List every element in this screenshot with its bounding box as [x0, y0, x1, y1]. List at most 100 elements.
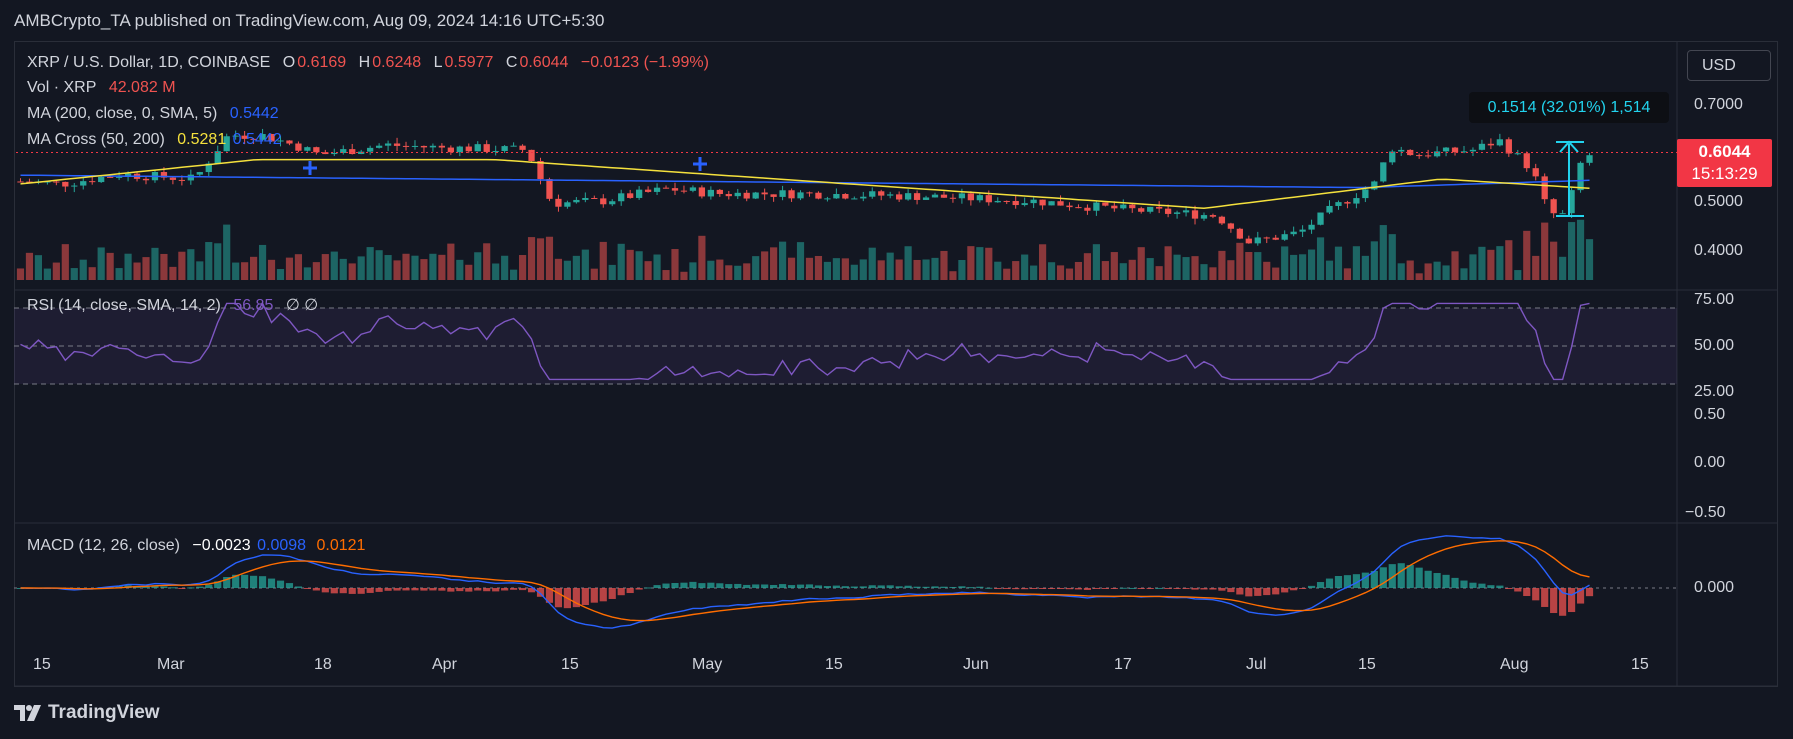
candle-body — [349, 149, 356, 155]
volume-bar — [1227, 260, 1235, 280]
volume-bar — [223, 224, 231, 280]
volume-bar — [1236, 242, 1244, 280]
macd-histogram-bar — [545, 588, 554, 603]
volume-bar — [958, 259, 966, 280]
macd-histogram-bar — [895, 586, 903, 588]
volume-bar — [142, 257, 150, 280]
volume-bar — [447, 243, 455, 280]
candle-body — [1568, 190, 1575, 214]
price-axis-tick: 0.7000 — [1694, 96, 1743, 113]
volume-bar — [590, 268, 598, 280]
candle-body — [1030, 199, 1037, 204]
rsi-line — [20, 301, 1590, 381]
volume-bar — [707, 260, 715, 280]
currency-label: USD — [1702, 56, 1736, 74]
symbol-title[interactable]: XRP / U.S. Dollar, 1D, COINBASE — [27, 54, 271, 71]
macd-histogram-bar — [904, 585, 912, 588]
candle-body — [537, 161, 544, 180]
candle-body — [1227, 223, 1235, 229]
volume-bar — [599, 241, 607, 280]
volume-bar — [1245, 252, 1253, 280]
candle-body — [1057, 201, 1064, 206]
volume-legend[interactable]: Vol · XRP 42.082 M — [27, 79, 178, 97]
rsi-legend[interactable]: RSI (14, close, SMA, 14, 2) 56.85 ∅ ∅ — [27, 295, 320, 315]
macd-histogram-bar — [1003, 588, 1011, 589]
macross-value-50: 0.5281 — [177, 131, 227, 148]
candle-body — [259, 134, 266, 140]
candle-body — [591, 198, 598, 200]
volume-bar — [572, 255, 580, 280]
candle-body — [689, 187, 697, 191]
candle-body — [1003, 200, 1010, 202]
candle-body — [1120, 204, 1127, 209]
candle-body — [940, 194, 948, 198]
volume-bar — [465, 264, 473, 280]
volume-bar — [196, 261, 204, 280]
volume-bar — [1460, 268, 1468, 280]
volume-bar — [554, 258, 563, 280]
change-value: −0.0123 (−1.99%) — [580, 54, 709, 71]
macd-histogram-bar — [1585, 588, 1594, 597]
candle-body — [1460, 151, 1468, 153]
macd-histogram-bar — [608, 588, 616, 599]
volume-bar — [1487, 249, 1495, 280]
volume-bar — [88, 267, 96, 280]
tradingview-logo[interactable]: TradingView — [14, 702, 160, 724]
macd-histogram-bar — [1433, 573, 1441, 588]
candle-body — [958, 193, 966, 199]
volume-bar — [1559, 256, 1567, 280]
macd-histogram-bar — [1442, 574, 1450, 588]
macd-histogram-bar — [967, 587, 975, 589]
high-label: H — [358, 54, 371, 71]
macd-histogram-bar — [796, 584, 805, 588]
candle-body — [761, 192, 768, 195]
volume-bar — [967, 246, 975, 280]
volume-bar — [805, 257, 814, 280]
macd-histogram-bar — [169, 587, 177, 589]
volume-bar — [1101, 261, 1109, 280]
macd-histogram-bar — [734, 583, 742, 588]
macd-histogram-bar — [716, 583, 724, 588]
volume-bar — [778, 241, 787, 280]
mid-axis-tick: −0.50 — [1685, 504, 1726, 521]
candle-body — [662, 187, 670, 189]
candle-body — [1147, 206, 1154, 212]
candle-body — [98, 176, 105, 183]
macd-histogram-bar — [241, 574, 249, 588]
volume-bar — [384, 255, 392, 280]
macd-histogram-bar — [348, 588, 356, 594]
candle-body — [564, 202, 571, 207]
macd-legend[interactable]: MACD (12, 26, close) −0.0023 0.0098 0.01… — [27, 537, 367, 555]
candle-body — [53, 181, 60, 183]
volume-bar — [241, 262, 249, 280]
ma-legend[interactable]: MA (200, close, 0, SMA, 5) 0.5442 — [27, 105, 281, 123]
bar-countdown: 15:13:29 — [1691, 164, 1758, 183]
candle-body — [510, 145, 517, 147]
macd-histogram-bar — [339, 588, 347, 594]
candle-body — [187, 174, 194, 181]
volume-bar — [1021, 254, 1029, 280]
macd-histogram-bar — [1496, 585, 1504, 588]
volume-bar — [1173, 254, 1181, 280]
x-axis-tick: 15 — [1358, 656, 1376, 673]
macd-histogram-bar — [1137, 588, 1145, 589]
candle-body — [1505, 139, 1512, 154]
macd-histogram-bar — [841, 586, 849, 588]
candle-body — [277, 140, 284, 142]
macd-histogram-bar — [366, 588, 374, 593]
publish-info: AMBCrypto_TA published on TradingView.co… — [14, 11, 605, 30]
volume-bar — [1039, 244, 1047, 280]
current-price-label: 0.6044 15:13:29 — [1677, 139, 1772, 187]
candle-body — [716, 189, 723, 195]
candle-body — [1523, 153, 1530, 169]
currency-button[interactable]: USD — [1687, 50, 1771, 81]
macross-legend[interactable]: MA Cross (50, 200) 0.5281 0.5442 — [27, 131, 284, 149]
candle-body — [367, 147, 374, 152]
candle-body — [1380, 162, 1387, 182]
volume-bar — [994, 261, 1002, 280]
candle-body — [44, 181, 51, 183]
volume-bar — [841, 258, 849, 280]
macd-histogram-bar — [572, 588, 580, 608]
macd-histogram-bar — [743, 584, 751, 588]
